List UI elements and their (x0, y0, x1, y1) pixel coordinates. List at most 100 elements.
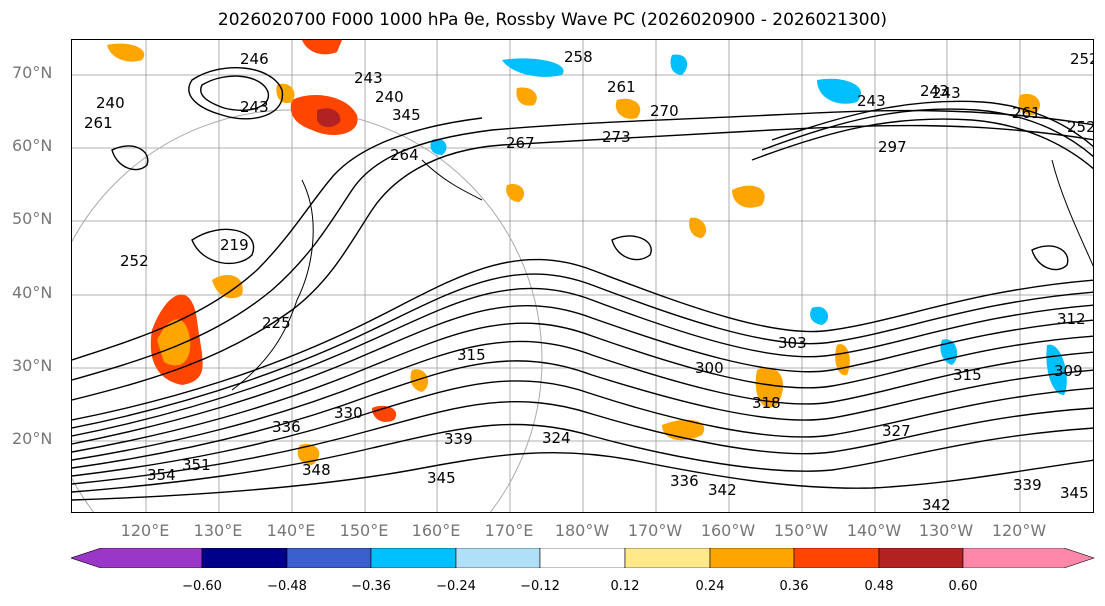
contour-label: 342 (708, 481, 737, 499)
contour-label: 342 (922, 496, 951, 513)
coastlines (231, 159, 1093, 391)
colorbar-segment (286, 548, 372, 568)
colorbar-tick: 0.60 (948, 579, 978, 594)
colorbar-segment (539, 548, 626, 568)
contour-label: 273 (602, 128, 631, 146)
contour-label: 345 (1060, 484, 1089, 502)
contour-label: 252 (1067, 118, 1094, 136)
contour-label: 312 (1057, 310, 1086, 328)
positive-anomaly-patch (107, 43, 145, 62)
contour-label: 261 (607, 78, 636, 96)
lon-label: 170°E (484, 521, 534, 540)
negative-anomaly-patch (502, 58, 564, 77)
anomaly-shading (107, 40, 1067, 465)
lon-label: 180°W (554, 521, 610, 540)
colorbar-tick: −0.24 (436, 579, 476, 594)
lat-label: 60°N (12, 136, 53, 155)
colorbar-tick: −0.48 (267, 579, 307, 594)
lat-label: 50°N (12, 209, 53, 228)
contour-label: 318 (752, 394, 781, 412)
positive-anomaly-patch (410, 369, 429, 392)
colorbar-segment (878, 548, 964, 568)
colorbar-tick: 0.48 (864, 579, 894, 594)
contour-label: 324 (542, 429, 571, 447)
lat-label: 40°N (12, 283, 53, 302)
positive-anomaly-patch (302, 40, 342, 55)
contour-label: 240 (96, 94, 125, 112)
contour-label: 345 (427, 469, 456, 487)
contour-label: 243 (932, 84, 961, 102)
lon-label: 150°W (773, 521, 829, 540)
contour-label: 297 (878, 138, 907, 156)
map-title: 2026020700 F000 1000 hPa θe, Rossby Wave… (217, 10, 888, 30)
contour-label: 303 (778, 334, 807, 352)
colorbar-segment (709, 548, 795, 568)
contour-label: 336 (670, 472, 699, 490)
colorbar (71, 548, 1095, 568)
contour-label: 267 (506, 134, 535, 152)
colorbar-segment (71, 548, 203, 568)
contour-label: 339 (444, 430, 473, 448)
positive-anomaly-patch (516, 87, 537, 106)
colorbar-tick: 0.24 (695, 579, 725, 594)
lon-label: 160°E (411, 521, 461, 540)
colorbar-segment (455, 548, 541, 568)
lon-label: 130°W (918, 521, 974, 540)
contour-label: 252 (1070, 50, 1094, 68)
contour-label: 243 (354, 69, 383, 87)
contour-label: 348 (302, 461, 331, 479)
contour-label: 315 (457, 346, 486, 364)
positive-anomaly-patch (157, 319, 191, 366)
lon-label: 130°E (193, 521, 243, 540)
contour-label: 351 (182, 456, 211, 474)
positive-anomaly-patch (506, 183, 525, 202)
colorbar-tick: −0.12 (520, 579, 560, 594)
positive-anomaly-patch (755, 367, 784, 408)
colorbar-segment (370, 548, 457, 568)
contour-label: 339 (1013, 476, 1042, 494)
positive-anomaly-patch (732, 185, 765, 208)
lat-label: 30°N (12, 356, 53, 375)
lat-label: 20°N (12, 429, 53, 448)
colorbar-segment (793, 548, 880, 568)
negative-anomaly-patch (940, 339, 958, 365)
contour-label: 327 (882, 422, 911, 440)
negative-anomaly-patch (670, 54, 688, 75)
colorbar-segment (624, 548, 711, 568)
lon-label: 150°E (339, 521, 389, 540)
contour-label: 336 (272, 418, 301, 436)
contour-label: 243 (240, 98, 269, 116)
lon-label: 170°W (627, 521, 683, 540)
lon-label: 140°E (266, 521, 316, 540)
contour-label: 240 (375, 88, 404, 106)
positive-anomaly-patch (689, 217, 707, 238)
positive-anomaly-patch (317, 108, 341, 128)
contour-label: 309 (1054, 362, 1083, 380)
lon-label: 140°W (846, 521, 902, 540)
colorbar-tick: 0.12 (610, 579, 640, 594)
contour-label: 264 (390, 146, 419, 164)
map-svg: 258 243 246 243 240 261 240 243 261 252 … (72, 40, 1094, 513)
lon-label: 160°W (700, 521, 756, 540)
contour-label: 219 (220, 236, 249, 254)
contour-label: 330 (334, 404, 363, 422)
contour-label: 258 (564, 48, 593, 66)
contour-label: 270 (650, 102, 679, 120)
positive-anomaly-patch (212, 275, 243, 299)
negative-anomaly-patch (817, 78, 862, 104)
colorbar-segment (201, 548, 288, 568)
negative-anomaly-patch (430, 138, 447, 155)
contour-label-layer: 258 243 246 243 240 261 240 243 261 252 … (84, 48, 1094, 513)
negative-anomaly-patch (810, 306, 829, 325)
colorbar-segment (962, 548, 1095, 568)
colorbar-tick: −0.36 (351, 579, 391, 594)
contour-label: 261 (84, 114, 113, 132)
lon-label: 120°W (991, 521, 1047, 540)
positive-anomaly-patch (615, 98, 641, 119)
contour-label: 345 (392, 106, 421, 124)
contour-label: 252 (120, 252, 149, 270)
lon-label: 120°E (120, 521, 170, 540)
map-plot-area: 258 243 246 243 240 261 240 243 261 252 … (71, 39, 1094, 513)
contour-label: 243 (857, 92, 886, 110)
lat-label: 70°N (12, 63, 53, 82)
